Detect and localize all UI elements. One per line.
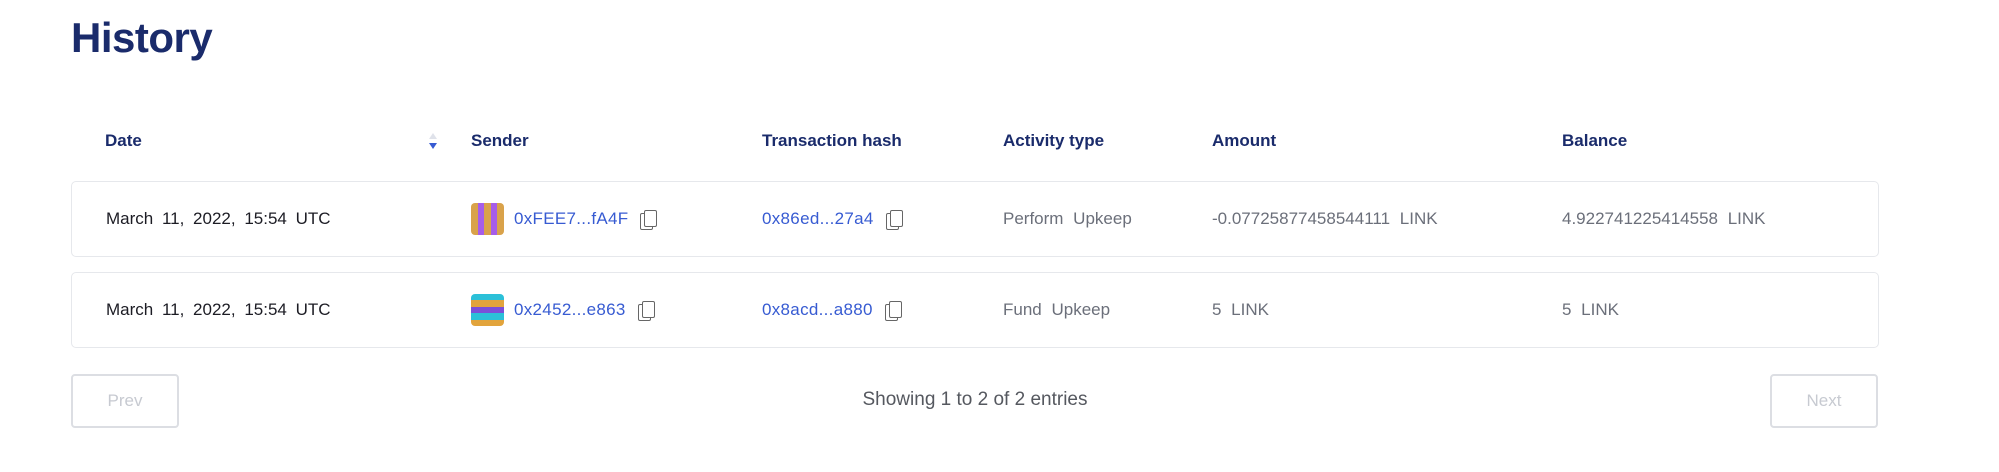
activity-type-cell: Perform Upkeep [1003, 209, 1132, 228]
column-header-amount: Amount [1212, 131, 1277, 150]
table-row: March 11, 2022, 15:54 UTC 0x2452...e863 … [71, 272, 1879, 348]
sender-avatar [471, 294, 504, 326]
next-button[interactable]: Next [1770, 374, 1878, 428]
date-cell: March 11, 2022, 15:54 UTC [106, 300, 331, 319]
amount-cell: -0.07725877458544111 LINK [1212, 209, 1438, 228]
column-header-sender: Sender [471, 131, 529, 150]
prev-button[interactable]: Prev [71, 374, 179, 428]
sender-link[interactable]: 0xFEE7...fA4F [514, 209, 629, 228]
sender-avatar [471, 203, 504, 235]
date-cell: March 11, 2022, 15:54 UTC [106, 209, 331, 228]
copy-icon[interactable] [885, 209, 903, 230]
activity-type-cell: Fund Upkeep [1003, 300, 1111, 319]
copy-icon[interactable] [637, 300, 655, 321]
copy-icon[interactable] [640, 209, 658, 230]
sort-descending-icon[interactable] [427, 132, 439, 152]
transaction-hash-link[interactable]: 0x8acd...a880 [762, 300, 873, 319]
column-header-balance: Balance [1562, 131, 1628, 150]
column-header-transaction-hash: Transaction hash [762, 131, 902, 150]
transaction-hash-link[interactable]: 0x86ed...27a4 [762, 209, 874, 228]
copy-icon[interactable] [884, 300, 902, 321]
page-title: History [71, 14, 213, 61]
balance-cell: 4.922741225414558 LINK [1562, 209, 1766, 228]
pagination-status: Showing 1 to 2 of 2 entries [862, 389, 1088, 410]
balance-cell: 5 LINK [1562, 300, 1619, 319]
column-header-activity-type: Activity type [1003, 131, 1105, 150]
table-row: March 11, 2022, 15:54 UTC 0xFEE7...fA4F … [71, 181, 1879, 257]
amount-cell: 5 LINK [1212, 300, 1269, 319]
sender-link[interactable]: 0x2452...e863 [514, 300, 626, 319]
column-header-date[interactable]: Date [105, 131, 142, 150]
